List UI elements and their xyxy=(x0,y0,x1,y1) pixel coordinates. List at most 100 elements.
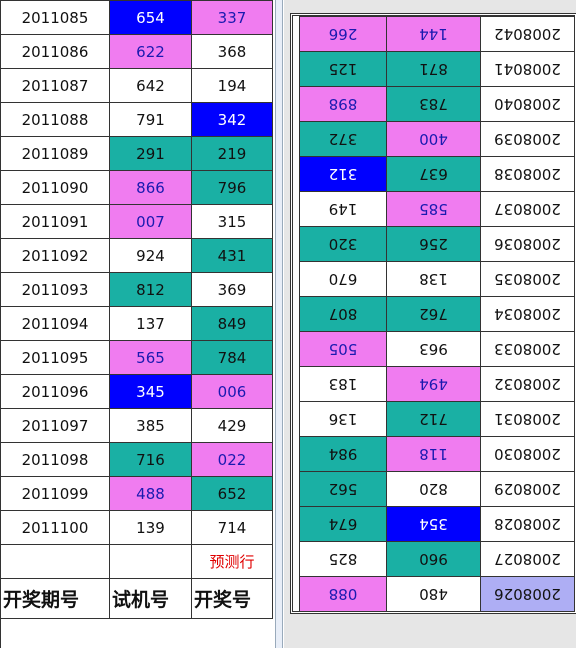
table-cell: 565 xyxy=(110,341,192,375)
table-cell: 139 xyxy=(110,511,192,545)
table-cell: 2011087 xyxy=(1,69,110,103)
table-cell: 2008030 xyxy=(480,436,574,471)
splitter xyxy=(275,0,283,648)
table-cell: 354 xyxy=(386,506,480,541)
table-cell: 2008026 xyxy=(480,576,574,611)
header-cell: 开奖号 xyxy=(192,579,273,619)
table-cell: 2011094 xyxy=(1,307,110,341)
table-cell: 791 xyxy=(110,103,192,137)
table-cell: 505 xyxy=(299,331,386,366)
table-cell: 2011091 xyxy=(1,205,110,239)
table-cell: 149 xyxy=(299,191,386,226)
table-cell: 2011093 xyxy=(1,273,110,307)
table-cell: 762 xyxy=(386,296,480,331)
table-cell: 622 xyxy=(110,35,192,69)
table-cell: 654 xyxy=(110,1,192,35)
table-cell: 369 xyxy=(192,273,273,307)
table-cell: 963 xyxy=(386,331,480,366)
table-cell: 194 xyxy=(192,69,273,103)
table-cell: 783 xyxy=(386,86,480,121)
table-cell: 2011090 xyxy=(1,171,110,205)
table-cell: 796 xyxy=(192,171,273,205)
table-cell: 2008037 xyxy=(480,191,574,226)
table-cell: 400 xyxy=(386,121,480,156)
table-cell: 670 xyxy=(299,261,386,296)
table-cell: 784 xyxy=(192,341,273,375)
empty-cell xyxy=(110,545,192,579)
table-cell: 006 xyxy=(192,375,273,409)
table-cell: 144 xyxy=(386,16,480,51)
table-cell: 337 xyxy=(192,1,273,35)
table-cell: 138 xyxy=(386,261,480,296)
predict-label: 预测行 xyxy=(192,545,273,579)
table-cell: 674 xyxy=(299,506,386,541)
table-cell: 022 xyxy=(192,443,273,477)
table-cell: 342 xyxy=(192,103,273,137)
table-cell: 266 xyxy=(299,16,386,51)
table-cell: 960 xyxy=(386,541,480,576)
table-cell: 716 xyxy=(110,443,192,477)
empty-cell xyxy=(1,545,110,579)
table-cell: 125 xyxy=(299,51,386,86)
table-cell: 2011097 xyxy=(1,409,110,443)
table-cell: 2008029 xyxy=(480,471,574,506)
table-cell: 291 xyxy=(110,137,192,171)
table-cell: 372 xyxy=(299,121,386,156)
table-cell: 825 xyxy=(299,541,386,576)
table-cell: 562 xyxy=(299,471,386,506)
table-cell: 183 xyxy=(299,366,386,401)
table-cell: 2008042 xyxy=(480,16,574,51)
table-cell: 2011086 xyxy=(1,35,110,69)
table-cell: 480 xyxy=(386,576,480,611)
table-cell: 820 xyxy=(386,471,480,506)
table-cell: 2008035 xyxy=(480,261,574,296)
table-cell: 849 xyxy=(192,307,273,341)
table-cell: 2008039 xyxy=(480,121,574,156)
table-cell: 2011098 xyxy=(1,443,110,477)
table-cell: 2011095 xyxy=(1,341,110,375)
table-cell: 642 xyxy=(110,69,192,103)
table-cell: 007 xyxy=(110,205,192,239)
table-cell: 807 xyxy=(299,296,386,331)
table-cell: 2011099 xyxy=(1,477,110,511)
table-cell: 637 xyxy=(386,156,480,191)
table-cell: 118 xyxy=(386,436,480,471)
table-cell: 494 xyxy=(386,366,480,401)
table-cell: 714 xyxy=(192,511,273,545)
table-cell: 2008028 xyxy=(480,506,574,541)
table-cell: 2008041 xyxy=(480,51,574,86)
table-cell: 712 xyxy=(386,401,480,436)
table-cell: 984 xyxy=(299,436,386,471)
header-cell: 开奖期号 xyxy=(1,579,110,619)
table-cell: 866 xyxy=(110,171,192,205)
table-cell: 2008038 xyxy=(480,156,574,191)
table-cell: 2011100 xyxy=(1,511,110,545)
table-cell: 2011089 xyxy=(1,137,110,171)
table-cell: 652 xyxy=(192,477,273,511)
table-cell: 368 xyxy=(192,35,273,69)
header-cell: 试机号 xyxy=(110,579,192,619)
table-cell: 2011096 xyxy=(1,375,110,409)
table-cell: 488 xyxy=(110,477,192,511)
table-cell: 219 xyxy=(192,137,273,171)
table-cell: 2011085 xyxy=(1,1,110,35)
table-cell: 312 xyxy=(299,156,386,191)
table-cell: 345 xyxy=(110,375,192,409)
table-cell: 431 xyxy=(192,239,273,273)
table-cell: 256 xyxy=(386,226,480,261)
table-cell: 429 xyxy=(192,409,273,443)
table-cell: 320 xyxy=(299,226,386,261)
table-cell: 2008034 xyxy=(480,296,574,331)
table-cell: 2008036 xyxy=(480,226,574,261)
right-panel: 2008026 480 088 2008027 960 825 2008028 354 674 2… xyxy=(284,0,576,648)
table-cell: 812 xyxy=(110,273,192,307)
table-cell: 137 xyxy=(110,307,192,341)
table-cell: 2008040 xyxy=(480,86,574,121)
table-cell: 385 xyxy=(110,409,192,443)
table-cell: 924 xyxy=(110,239,192,273)
table-cell: 2008031 xyxy=(480,401,574,436)
table-cell: 2011088 xyxy=(1,103,110,137)
table-cell: 898 xyxy=(299,86,386,121)
left-table: 2011085 654 337 2011086 622 368 2011087 642 194 2… xyxy=(0,0,273,648)
